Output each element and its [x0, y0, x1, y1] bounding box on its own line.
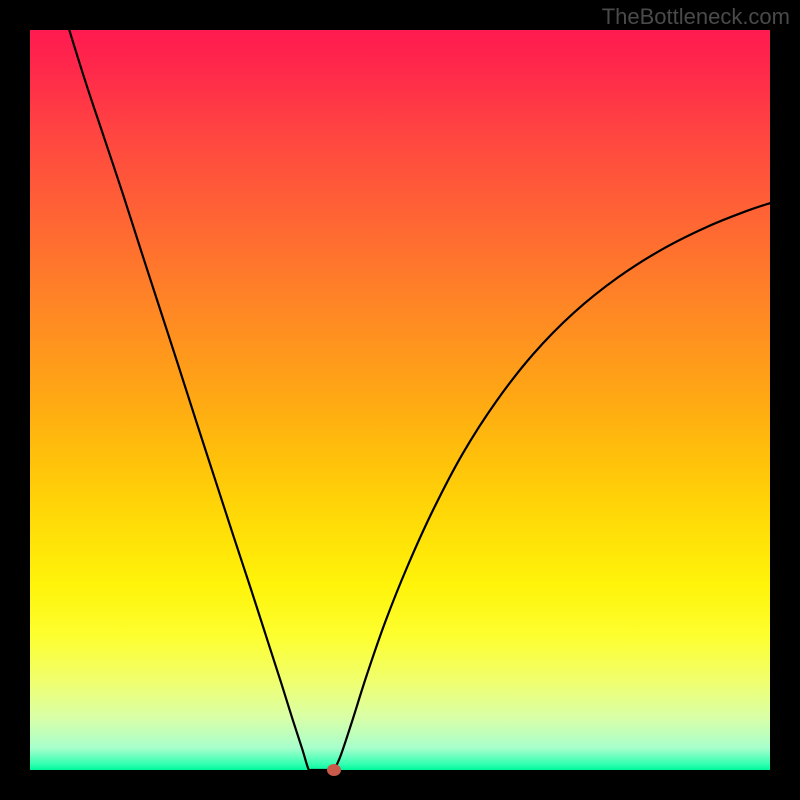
- plot-area: [30, 30, 770, 770]
- bottleneck-curve: [30, 30, 770, 770]
- chart-outer-frame: TheBottleneck.com: [0, 0, 800, 800]
- optimum-marker-dot: [327, 764, 341, 776]
- watermark-text: TheBottleneck.com: [602, 4, 790, 30]
